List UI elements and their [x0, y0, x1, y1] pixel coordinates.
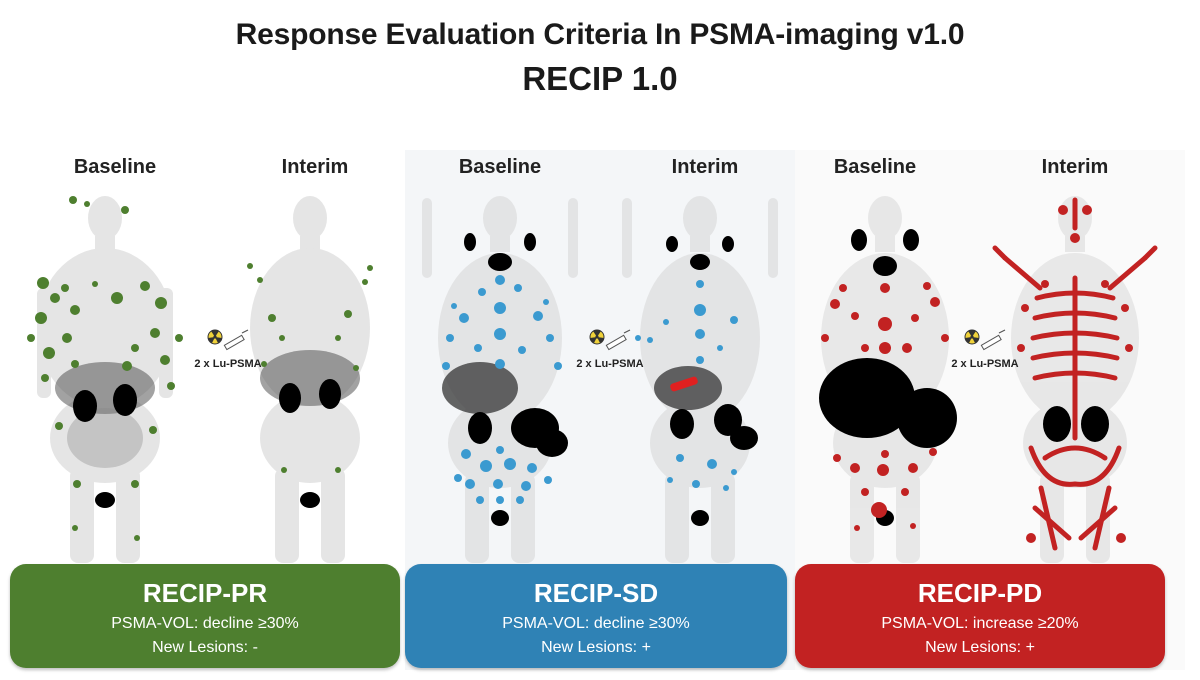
interim-pet-scan — [247, 196, 373, 563]
page-subtitle: RECIP 1.0 — [522, 60, 678, 97]
recip-pd-panel: Baseline Interim — [795, 150, 1185, 670]
recip-pd-box: RECIP-PD PSMA-VOL: increase ≥20% New Les… — [795, 564, 1165, 668]
psma-vol-criterion: PSMA-VOL: decline ≥30% — [111, 615, 299, 632]
interim-pet-scan — [622, 196, 778, 563]
baseline-pet-scan — [819, 196, 957, 563]
category-title: RECIP-PR — [142, 578, 268, 608]
treatment-text: 2 x Lu-PSMA — [576, 358, 644, 370]
recip-sd-panel: Baseline Interim — [405, 150, 795, 670]
recip-pr-panel: Baseline Interim — [10, 150, 400, 670]
treatment-text: 2 x Lu-PSMA — [951, 358, 1019, 370]
baseline-label: Baseline — [458, 156, 542, 178]
interim-label: Interim — [671, 156, 739, 178]
new-lesions-criterion: New Lesions: - — [152, 639, 258, 656]
recip-pr-box: RECIP-PR PSMA-VOL: decline ≥30% New Lesi… — [10, 564, 400, 668]
treatment-label: 2 x Lu-PSMA — [570, 328, 650, 370]
psma-vol-criterion: PSMA-VOL: decline ≥30% — [502, 615, 690, 632]
radioactive-syringe-icon — [207, 329, 249, 351]
category-title: RECIP-SD — [533, 578, 659, 608]
recip-sd-box: RECIP-SD PSMA-VOL: decline ≥30% New Lesi… — [405, 564, 787, 668]
new-lesions-criterion: New Lesions: + — [925, 639, 1035, 656]
new-lesions-criterion: New Lesions: + — [541, 639, 651, 656]
radioactive-syringe-icon — [964, 329, 1006, 351]
interim-label: Interim — [281, 156, 349, 178]
baseline-pet-scan — [422, 196, 578, 563]
treatment-text: 2 x Lu-PSMA — [194, 358, 262, 370]
baseline-label: Baseline — [833, 156, 917, 178]
interim-label: Interim — [1041, 156, 1109, 178]
treatment-label: 2 x Lu-PSMA — [188, 328, 268, 370]
baseline-label: Baseline — [73, 156, 157, 178]
category-title: RECIP-PD — [917, 578, 1043, 608]
baseline-pet-scan — [27, 196, 183, 563]
radioactive-syringe-icon — [589, 329, 631, 351]
interim-pet-scan — [992, 196, 1158, 563]
page-title: Response Evaluation Criteria In PSMA-ima… — [235, 18, 965, 51]
treatment-label: 2 x Lu-PSMA — [945, 328, 1025, 370]
psma-vol-criterion: PSMA-VOL: increase ≥20% — [881, 615, 1079, 632]
